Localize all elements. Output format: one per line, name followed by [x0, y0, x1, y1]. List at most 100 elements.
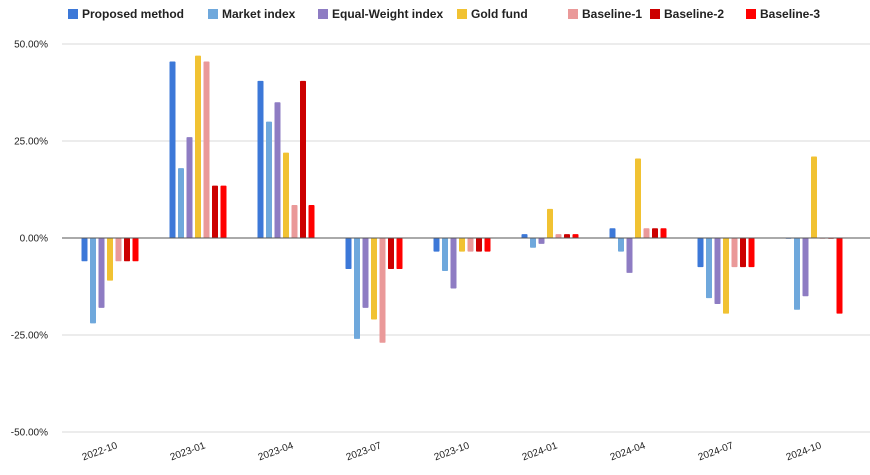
legend-label: Proposed method — [82, 7, 184, 21]
legend-item: Market index — [208, 7, 296, 21]
bar — [371, 238, 377, 320]
bar — [169, 61, 176, 239]
bar — [379, 238, 386, 343]
bar — [530, 238, 536, 248]
legend-item: Baseline-1 — [568, 7, 642, 21]
bar — [115, 238, 122, 262]
bar — [81, 238, 88, 262]
bar — [442, 238, 448, 271]
bar — [274, 102, 281, 238]
y-tick-label: 50.00% — [14, 40, 48, 51]
bar — [723, 238, 729, 314]
bar — [572, 234, 579, 238]
legend-swatch — [457, 9, 467, 19]
bar — [748, 238, 755, 268]
bar — [547, 208, 553, 238]
legend-item: Baseline-2 — [650, 7, 724, 21]
bar — [476, 238, 482, 252]
bar — [706, 238, 712, 299]
x-tick-label: 2023-07 — [345, 440, 384, 463]
bar — [186, 137, 193, 238]
bar — [731, 238, 738, 268]
legend-label: Equal-Weight index — [332, 7, 443, 21]
legend-swatch — [208, 9, 218, 19]
bar — [98, 238, 105, 308]
bar — [467, 238, 474, 252]
bar — [450, 238, 457, 289]
bar — [132, 238, 139, 262]
bar — [388, 238, 394, 270]
bars — [81, 55, 843, 343]
bar — [362, 238, 369, 308]
x-tick-label: 2023-04 — [257, 440, 296, 463]
y-tick-label: -25.00% — [11, 331, 48, 342]
x-tick-label: 2023-01 — [169, 440, 208, 463]
legend-item: Baseline-3 — [746, 7, 820, 21]
x-tick-label: 2024-10 — [785, 440, 824, 463]
bar — [626, 238, 633, 273]
bar — [714, 238, 721, 304]
bar — [90, 238, 96, 324]
x-tick-label: 2024-07 — [697, 440, 736, 463]
bar — [257, 80, 264, 238]
bar — [564, 234, 570, 238]
legend-label: Gold fund — [471, 7, 528, 21]
bar — [794, 238, 800, 310]
bar — [643, 228, 650, 238]
legend-swatch — [68, 9, 78, 19]
legend-swatch — [746, 9, 756, 19]
bar — [555, 234, 562, 238]
bar — [124, 238, 130, 262]
bar — [609, 228, 616, 238]
bar — [354, 238, 360, 339]
bar — [635, 158, 641, 238]
bar — [802, 238, 809, 297]
bar — [220, 185, 227, 238]
bar — [836, 238, 843, 314]
bar — [291, 205, 298, 238]
bar — [308, 205, 315, 238]
x-tick-label: 2024-04 — [609, 440, 648, 463]
bar — [652, 228, 658, 238]
legend-label: Baseline-2 — [664, 7, 724, 21]
x-tick-label: 2022-10 — [81, 440, 120, 463]
x-axis-tick-labels: 2022-10 2023-01 2023-04 2023-07 2023-10 2024-… — [81, 440, 824, 463]
bar — [433, 238, 440, 252]
legend-swatch — [568, 9, 578, 19]
bar — [618, 238, 624, 252]
bar — [178, 168, 184, 238]
bar — [203, 61, 210, 239]
bar — [195, 55, 201, 238]
legend-label: Baseline-3 — [760, 7, 820, 21]
legend-swatch — [318, 9, 328, 19]
bar — [660, 228, 667, 238]
bar — [266, 121, 272, 238]
bar — [396, 238, 403, 270]
y-tick-label: 0.00% — [20, 234, 48, 245]
bar — [345, 238, 352, 270]
bar — [697, 238, 704, 268]
x-tick-label: 2023-10 — [433, 440, 472, 463]
y-tick-label: 25.00% — [14, 137, 48, 148]
x-tick-label: 2024-01 — [521, 440, 560, 463]
legend-item: Equal-Weight index — [318, 7, 443, 21]
bar — [459, 238, 465, 252]
y-axis-tick-labels: 50.00% 25.00% 0.00% -25.00% -50.00% — [11, 40, 48, 439]
legend-label: Baseline-1 — [582, 7, 642, 21]
bar — [538, 238, 545, 244]
legend-swatch — [650, 9, 660, 19]
bar — [521, 234, 528, 238]
y-tick-label: -50.00% — [11, 428, 48, 439]
bar — [212, 185, 218, 238]
bar — [107, 238, 113, 281]
legend-label: Market index — [222, 7, 296, 21]
bar — [740, 238, 746, 268]
chart-legend: Proposed method Market index Equal-Weight … — [68, 7, 820, 21]
legend-item: Gold fund — [457, 7, 528, 21]
bar — [300, 80, 306, 238]
bar — [283, 152, 289, 238]
legend-item: Proposed method — [68, 7, 184, 21]
bar — [484, 238, 491, 252]
bar — [811, 156, 817, 238]
